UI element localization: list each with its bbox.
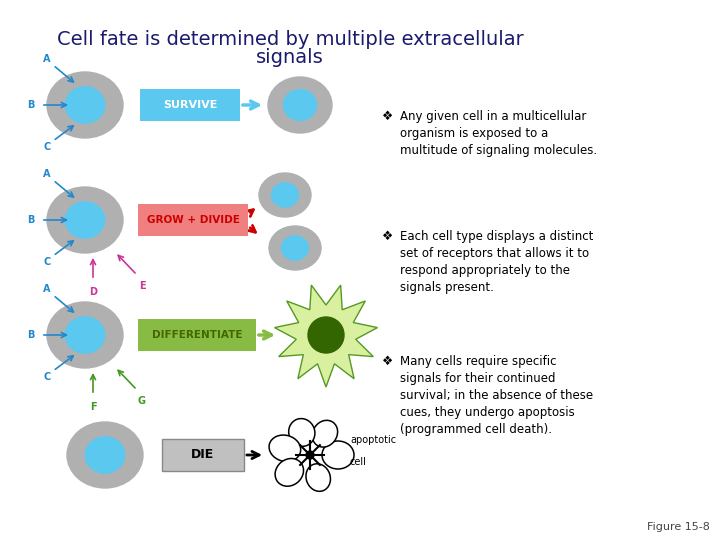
- Text: ❖: ❖: [382, 355, 393, 368]
- FancyBboxPatch shape: [138, 204, 248, 236]
- Text: G: G: [138, 396, 146, 406]
- Ellipse shape: [268, 77, 332, 133]
- FancyBboxPatch shape: [162, 439, 244, 471]
- Text: DIFFERENTIATE: DIFFERENTIATE: [152, 330, 242, 340]
- Ellipse shape: [66, 202, 105, 238]
- Ellipse shape: [259, 173, 311, 217]
- Text: B: B: [27, 215, 35, 225]
- Ellipse shape: [306, 464, 330, 491]
- FancyBboxPatch shape: [138, 319, 256, 351]
- Ellipse shape: [275, 458, 304, 486]
- Text: C: C: [43, 372, 50, 382]
- Ellipse shape: [85, 437, 125, 473]
- Ellipse shape: [66, 317, 105, 353]
- Ellipse shape: [47, 302, 123, 368]
- Ellipse shape: [289, 418, 315, 447]
- Text: E: E: [139, 281, 145, 291]
- FancyBboxPatch shape: [140, 89, 240, 121]
- Text: Any given cell in a multicellular
organism is exposed to a
multitude of signalin: Any given cell in a multicellular organi…: [400, 110, 597, 157]
- Polygon shape: [274, 285, 377, 387]
- Ellipse shape: [282, 236, 308, 260]
- Text: apoptotic: apoptotic: [350, 435, 396, 445]
- Text: A: A: [43, 284, 50, 294]
- Text: C: C: [43, 142, 50, 152]
- Text: C: C: [43, 257, 50, 267]
- Text: ❖: ❖: [382, 110, 393, 123]
- Ellipse shape: [269, 226, 321, 270]
- Text: signals: signals: [256, 48, 324, 67]
- Circle shape: [308, 317, 344, 353]
- Text: Figure 15-8: Figure 15-8: [647, 522, 710, 532]
- Text: B: B: [27, 100, 35, 110]
- Ellipse shape: [271, 183, 299, 207]
- Ellipse shape: [312, 420, 338, 447]
- Text: Each cell type displays a distinct
set of receptors that allows it to
respond ap: Each cell type displays a distinct set o…: [400, 230, 593, 294]
- Text: Many cells require specific
signals for their continued
survival; in the absence: Many cells require specific signals for …: [400, 355, 593, 436]
- Text: DIE: DIE: [192, 449, 215, 462]
- Ellipse shape: [284, 90, 317, 120]
- Text: ❖: ❖: [382, 230, 393, 243]
- Ellipse shape: [47, 72, 123, 138]
- Ellipse shape: [322, 441, 354, 469]
- Text: F: F: [90, 402, 96, 412]
- Ellipse shape: [67, 422, 143, 488]
- Text: SURVIVE: SURVIVE: [163, 100, 217, 110]
- Text: cell: cell: [350, 457, 367, 467]
- Circle shape: [306, 451, 314, 459]
- Ellipse shape: [66, 87, 105, 123]
- Text: Cell fate is determined by multiple extracellular: Cell fate is determined by multiple extr…: [57, 30, 523, 49]
- Text: A: A: [43, 54, 50, 64]
- Text: A: A: [43, 169, 50, 179]
- Text: GROW + DIVIDE: GROW + DIVIDE: [147, 215, 240, 225]
- Text: D: D: [89, 287, 97, 297]
- Text: B: B: [27, 330, 35, 340]
- Ellipse shape: [269, 435, 301, 462]
- Ellipse shape: [47, 187, 123, 253]
